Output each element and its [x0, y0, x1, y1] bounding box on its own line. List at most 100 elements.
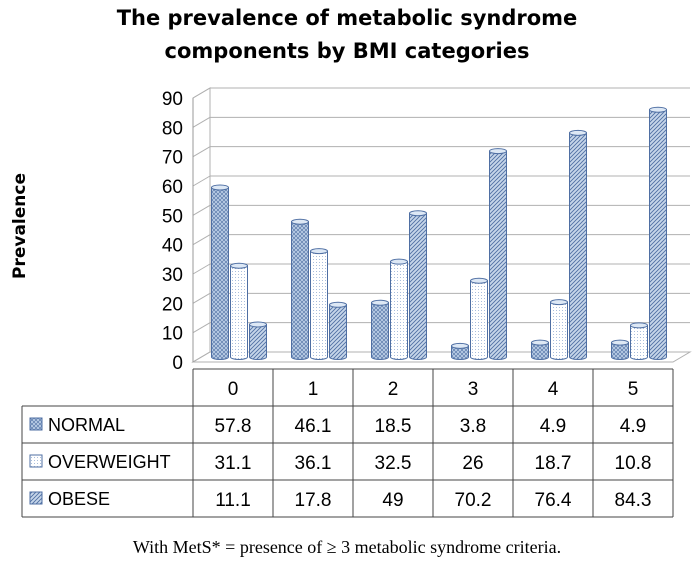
bar-top — [371, 299, 389, 306]
gridline-side — [192, 322, 211, 334]
table-cell-value: 3.8 — [460, 416, 486, 437]
bar-body — [649, 109, 667, 360]
gridline-side — [192, 175, 211, 187]
chart-plot: 0 10 20 30 40 50 60 70 80 90 0 1 2 3 4 5 NORMAL 57.8 46.1… — [21, 87, 692, 518]
x-category-label: 3 — [468, 379, 479, 400]
bar-top — [550, 299, 568, 306]
data-table: 0 1 2 3 4 5 NORMAL 57.8 46.1 18.5 3.8 4.9 4.9 OVERWEI… — [21, 368, 674, 518]
bar-obese-3 — [489, 148, 507, 360]
bar-overweight-1 — [310, 248, 328, 360]
bar-top — [649, 106, 667, 113]
chart-title: The prevalence of metabolic syndrome com… — [0, 2, 694, 68]
legend-swatch-normal — [29, 417, 43, 431]
bars — [211, 106, 667, 360]
y-tick-label: 40 — [162, 236, 183, 257]
x-category-label: 0 — [228, 379, 239, 400]
bar-obese-5 — [649, 106, 667, 360]
legend-swatch-overweight — [29, 454, 43, 468]
x-category-label: 1 — [308, 379, 319, 400]
bar-body — [550, 301, 568, 360]
y-tick-label: 60 — [162, 177, 183, 198]
chart-title-line-1: The prevalence of metabolic syndrome — [116, 6, 578, 30]
gridline-side — [192, 351, 211, 363]
bar-normal-2 — [371, 299, 389, 360]
table-cell-value: 4.9 — [540, 416, 566, 437]
legend-swatch-obese — [29, 491, 43, 505]
bar-top — [329, 301, 347, 308]
bar-body — [249, 323, 267, 360]
bar-body — [470, 280, 488, 360]
table-cell-value: 32.5 — [375, 453, 412, 474]
bar-top — [249, 321, 267, 328]
bar-top — [630, 322, 648, 329]
bar-top — [230, 262, 248, 269]
y-tick-label: 50 — [162, 206, 183, 227]
bar-body — [390, 261, 408, 360]
x-category-label: 5 — [628, 379, 639, 400]
bar-body — [569, 132, 587, 360]
chart-title-line-2: components by BMI categories — [164, 39, 530, 63]
table-cell-value: 17.8 — [295, 490, 332, 511]
bar-top — [409, 210, 427, 217]
table-cell-value: 36.1 — [295, 453, 332, 474]
bar-normal-1 — [291, 218, 309, 360]
y-tick-label: 0 — [172, 353, 183, 374]
table-cell-value: 26 — [462, 453, 483, 474]
gridline-side — [192, 87, 211, 99]
table-cell-value: 10.8 — [615, 453, 652, 474]
bar-top — [451, 342, 469, 349]
bar-obese-1 — [329, 301, 347, 360]
bar-body — [630, 324, 648, 360]
bar-body — [230, 265, 248, 360]
gridline-side — [192, 234, 211, 246]
legend-label-overweight: OVERWEIGHT — [48, 452, 171, 472]
gridline-side — [192, 146, 211, 158]
x-category-label: 2 — [388, 379, 399, 400]
side-wall — [192, 87, 211, 363]
y-tick-label: 70 — [162, 148, 183, 169]
table-cell-value: 49 — [382, 490, 403, 511]
bar-normal-0 — [211, 184, 229, 360]
bar-top — [531, 339, 549, 346]
gridline-side — [192, 116, 211, 128]
bar-overweight-3 — [470, 277, 488, 360]
bar-overweight-4 — [550, 299, 568, 360]
bar-top — [390, 258, 408, 265]
y-tick-label: 30 — [162, 265, 183, 286]
legend-label-normal: NORMAL — [48, 415, 125, 435]
bar-normal-4 — [531, 339, 549, 360]
legend-label-obese: OBESE — [48, 489, 110, 509]
bar-body — [489, 150, 507, 360]
y-tick-label: 90 — [162, 89, 183, 110]
table-cell-value: 18.5 — [375, 416, 412, 437]
bar-body — [611, 342, 629, 360]
bar-body — [451, 345, 469, 360]
bar-body — [531, 342, 549, 360]
bar-overweight-5 — [630, 322, 648, 360]
bar-overweight-0 — [230, 262, 248, 360]
table-cell-value: 18.7 — [535, 453, 572, 474]
y-axis: 0 10 20 30 40 50 60 70 80 90 — [162, 89, 194, 374]
x-category-label: 4 — [548, 379, 559, 400]
table-cell-value: 84.3 — [615, 490, 652, 511]
bar-body — [211, 186, 229, 360]
bar-top — [470, 277, 488, 284]
bar-body — [291, 221, 309, 360]
footnote: With MetS* = presence of ≥ 3 metabolic s… — [132, 537, 562, 557]
bar-top — [489, 148, 507, 155]
y-tick-label: 10 — [162, 324, 183, 345]
chart-background — [191, 87, 692, 363]
table-cell-value: 76.4 — [535, 490, 572, 511]
bar-normal-5 — [611, 339, 629, 360]
y-tick-label: 20 — [162, 294, 183, 315]
gridline-side — [192, 263, 211, 275]
bar-obese-0 — [249, 321, 267, 360]
bar-body — [310, 250, 328, 360]
gridline-side — [192, 292, 211, 304]
bar-obese-2 — [409, 210, 427, 360]
bar-top — [611, 339, 629, 346]
table-cell-value: 4.9 — [620, 416, 646, 437]
bar-body — [409, 212, 427, 360]
table-cell-value: 70.2 — [455, 490, 492, 511]
gridline-side — [192, 204, 211, 216]
